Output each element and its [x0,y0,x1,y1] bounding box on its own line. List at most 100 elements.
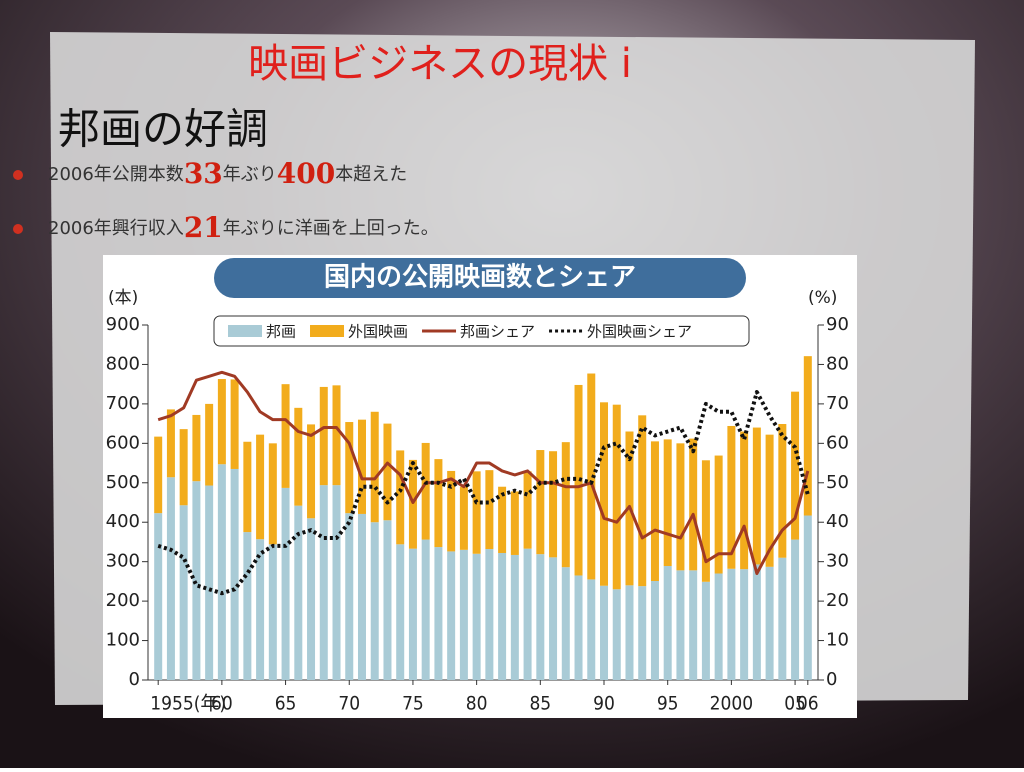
legend-label: 外国映画 [348,323,408,341]
bar-segment [421,539,430,680]
bar-segment [778,424,787,558]
bar-segment [791,539,800,680]
x-tick-label: 1955(年) [150,693,226,715]
bar-segment [740,569,749,680]
bar-segment [689,438,698,571]
bar-segment [523,548,532,680]
bar-segment [803,356,812,516]
bar-segment [307,424,316,519]
bar-segment [319,386,328,486]
bar-segment [727,425,736,569]
bar-segment [396,544,405,680]
bar-segment [256,434,265,540]
bar-segment [230,468,239,680]
bar-segment [294,407,303,506]
bar-segment [472,553,481,680]
bar-segment [612,589,621,680]
slide-title: 映画ビジネスの現状 i [248,41,632,87]
x-tick-label: 05 [784,693,806,715]
bar-segment [727,568,736,680]
bar-segment [638,415,647,587]
y-tick-label: 700 [106,393,140,414]
y-tick-label: 800 [106,353,140,374]
bar-segment [307,518,316,680]
bullet-number: 33 [184,157,223,190]
bar-segment [281,384,290,488]
y-tick-label: 0 [129,669,140,690]
bar-segment [549,557,558,680]
bar-segment [447,470,456,552]
slide-subtitle: 邦画の好調 [58,105,268,154]
x-tick-label: 75 [402,693,424,715]
bar-segment [472,471,481,554]
y2-tick-label: 70 [826,393,849,414]
legend-swatch [228,325,262,337]
bar-segment [752,564,761,680]
bar-segment [714,455,723,574]
y-tick-label: 300 [106,551,140,572]
bar-segment [574,575,583,680]
bar-segment [319,485,328,680]
bullet-text: 2006年公開本数33年ぶり400本超えた [48,157,407,190]
bar-segment [154,436,163,514]
y2-tick-label: 30 [826,551,849,572]
bar-segment [587,373,596,580]
bar-segment [217,464,226,680]
bar-segment [600,585,609,680]
y-axis-label: (本) [108,288,138,308]
bar-segment [408,548,417,680]
bar-segment [217,379,226,465]
bar-segment [345,422,354,514]
bullet-dot [13,170,23,180]
share-line [157,390,810,596]
x-tick-label: 80 [466,693,488,715]
bar-segment [650,441,659,581]
bar-segment [179,505,188,680]
bar-segment [561,567,570,680]
legend-label: 外国映画シェア [587,323,692,341]
bar-segment [676,570,685,680]
bar-segment [332,385,341,486]
bar-segment [485,549,494,680]
share-line [157,370,810,575]
bar-segment [396,450,405,545]
bar-segment [587,579,596,680]
y2-tick-label: 10 [826,630,849,651]
bar-segment [574,384,583,576]
bar-segment [510,491,519,555]
y2-tick-label: 0 [826,669,837,690]
bar-segment [243,532,252,680]
y2-tick-label: 40 [826,511,849,532]
bar-segment [421,442,430,540]
bar-segment [268,443,277,545]
bullet-part: 本超えた [335,164,407,185]
bar-segment [434,459,443,548]
chart-title: 国内の公開映画数とシェア [324,263,636,293]
bar-segment [791,391,800,540]
bar-segment [510,554,519,680]
bullet-part: 年ぶり [223,164,277,185]
x-tick-label: 06 [797,693,819,715]
bar-segment [154,513,163,680]
legend-box [213,315,750,347]
bar-segment [459,486,468,550]
legend-label: 邦画 [266,323,296,341]
bar-segment [638,586,647,680]
bar-segment [752,427,761,565]
bar-segment [357,419,366,514]
y-tick-label: 400 [106,511,140,532]
bar-segment [383,520,392,680]
bar-segment [332,485,341,680]
bullet-number: 21 [184,211,223,244]
y-tick-label: 600 [106,432,140,453]
x-tick-label: 60 [211,693,233,715]
bar-segment [498,486,507,553]
bar-segment [166,477,175,680]
bar-segment [408,459,417,549]
bar-segment [701,581,710,680]
bullet-part: 2006年公開本数 [48,164,184,185]
bullet-text: 2006年興行収入21年ぶりに洋画を上回った。 [48,211,439,244]
bar-segment [549,451,558,558]
y2-tick-label: 60 [826,432,849,453]
